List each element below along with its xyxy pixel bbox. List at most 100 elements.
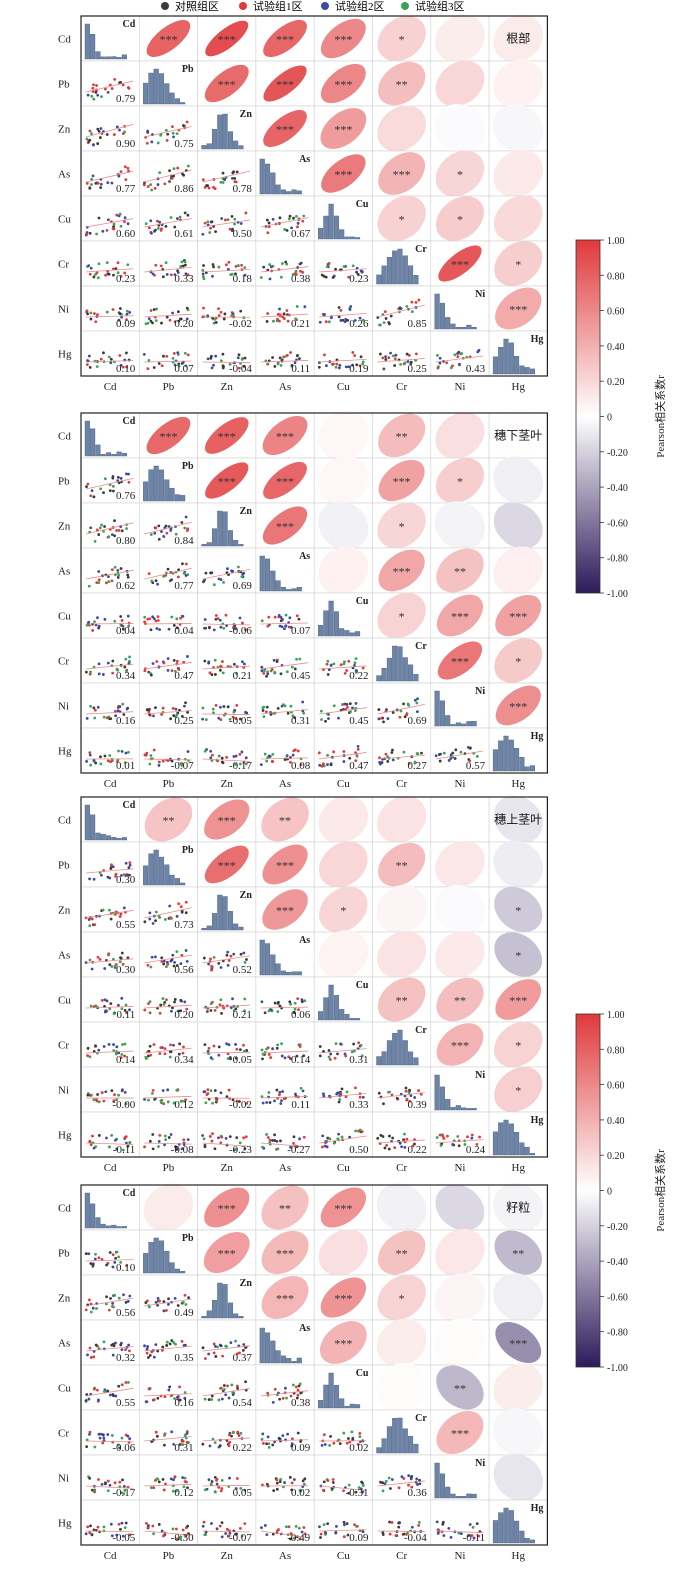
scatter-point [162, 535, 166, 538]
scatter-point [435, 1520, 439, 1524]
scatter-point [400, 1145, 404, 1149]
scatter-point [394, 353, 398, 357]
scatter-point [113, 1293, 117, 1297]
scatter-point [454, 748, 458, 752]
scatter-point [213, 1008, 217, 1012]
histogram-bar [514, 1520, 520, 1544]
scatter-point [144, 1055, 148, 1059]
scatter-point [409, 1094, 413, 1098]
histogram-bar [270, 570, 276, 592]
scatter-point [416, 1483, 419, 1486]
scatter-point [459, 750, 463, 754]
scatter-point [241, 1348, 245, 1352]
scatter-point [92, 83, 95, 87]
diagonal-label: Cd [123, 19, 136, 30]
correlation-ellipse [493, 1453, 543, 1502]
scatter-point [298, 1382, 302, 1386]
scatter-point [115, 529, 118, 532]
scatter-point [97, 581, 101, 585]
scatter-point [186, 527, 190, 531]
scatter-point [160, 321, 163, 325]
scatter-point [160, 1349, 164, 1352]
scatter-point [203, 749, 207, 753]
scatter-point [181, 264, 185, 268]
scatter-point [152, 748, 156, 752]
scatter-point [273, 1139, 277, 1142]
scatter-point [408, 1088, 412, 1092]
scatter-point [209, 1009, 213, 1012]
correlation-ellipse [493, 1273, 544, 1322]
scatter-point [108, 754, 112, 757]
correlation-ellipse [262, 844, 308, 885]
scatter-point [405, 1098, 409, 1102]
scatter-point [202, 956, 206, 960]
scatter-point [84, 1252, 88, 1256]
scatter-point [407, 353, 411, 357]
scatter-point [390, 1093, 394, 1097]
scatter-point [121, 1478, 124, 1482]
scatter-point [88, 1531, 92, 1535]
scatter-point [118, 212, 122, 216]
scatter-point [160, 960, 164, 963]
scatter-point [99, 127, 103, 130]
scatter-point [182, 1485, 186, 1489]
scatter-point [92, 97, 96, 101]
scatter-point [282, 355, 286, 359]
scatter-point [201, 1134, 205, 1137]
scatter-point [87, 623, 91, 627]
scatter-plot [319, 262, 367, 279]
trend-line [85, 477, 134, 490]
trend-line [144, 1047, 192, 1054]
scatter-point [128, 655, 131, 659]
scatter-point [381, 1481, 384, 1485]
scatter-point [219, 625, 223, 629]
correlation-value: 0.12 [174, 1099, 193, 1111]
scatter-point [209, 226, 212, 230]
scatter-point [406, 702, 410, 706]
significance-label: * [457, 213, 463, 227]
scatter-point [263, 752, 267, 756]
histogram-bar [461, 723, 467, 727]
histogram-bar [503, 1119, 509, 1156]
scatter-point [173, 363, 177, 367]
scatter-point [119, 224, 123, 228]
scatter-point [210, 1139, 214, 1143]
scatter-point [146, 963, 150, 967]
scatter-point [90, 94, 94, 98]
scatter-point [393, 357, 397, 361]
scatter-point [244, 762, 248, 766]
significance-label: * [515, 1039, 521, 1053]
scatter-point [384, 355, 387, 359]
histogram [143, 1237, 186, 1274]
scatter-point [85, 1393, 89, 1396]
scatter-point [123, 1488, 127, 1492]
correlation-ellipse [263, 461, 307, 500]
scatter-point [290, 364, 294, 367]
scatter-point [213, 318, 217, 321]
scatter-point [378, 760, 381, 764]
trend-line [260, 1096, 309, 1099]
histogram-bar [386, 1040, 392, 1066]
row-label: Pb [58, 79, 70, 91]
trend-line [202, 1142, 250, 1147]
scatter-point [119, 274, 123, 278]
scatter-point [184, 574, 188, 577]
scatter-point [266, 362, 270, 366]
histogram-bar [233, 923, 239, 931]
significance-label: *** [218, 814, 236, 828]
column-label: Cd [104, 778, 117, 790]
scatter-point [112, 1049, 116, 1052]
correlation-value: 0.04 [174, 625, 194, 637]
scatter-point [185, 959, 189, 963]
row-label: As [58, 169, 70, 181]
colorbar-tick-label: -0.40 [607, 1257, 628, 1268]
histogram-bar [180, 882, 186, 886]
scatter-point [112, 225, 115, 229]
scatter-point [111, 1302, 115, 1305]
scatter-point [382, 720, 385, 724]
scatter-point [124, 751, 128, 755]
scatter-plot [202, 950, 250, 972]
scatter-point [415, 710, 419, 714]
scatter-point [163, 1434, 166, 1437]
scatter-point [238, 616, 242, 620]
